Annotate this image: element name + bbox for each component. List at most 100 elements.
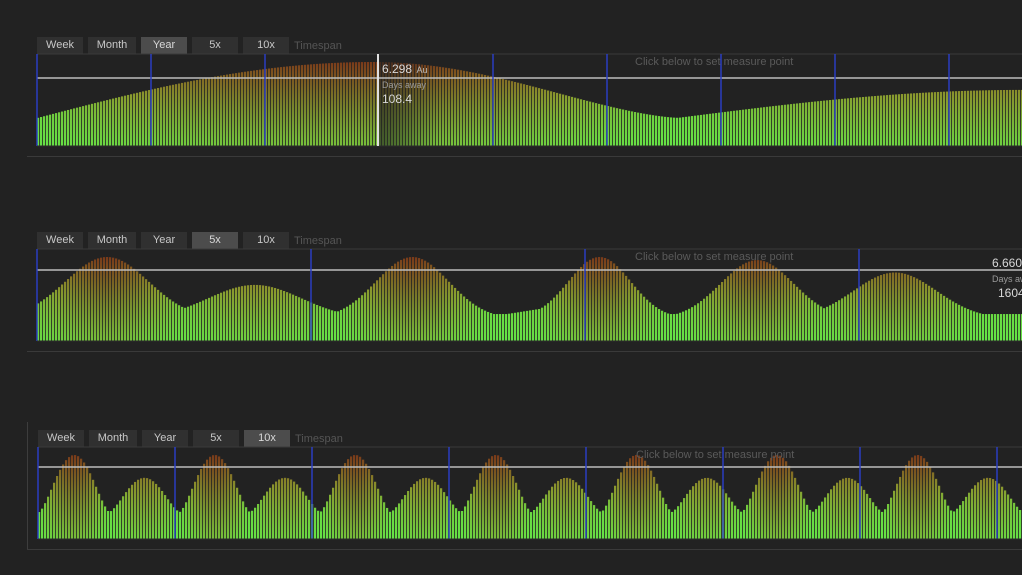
distance-bar: [58, 112, 61, 146]
distance-bar: [274, 67, 277, 146]
distance-bar: [493, 76, 496, 146]
distance-bar: [892, 272, 895, 341]
distance-bar: [319, 63, 322, 146]
distance-bar: [785, 461, 788, 539]
distance-bar: [353, 455, 356, 539]
distance-bar: [1000, 90, 1003, 146]
distance-bar: [334, 311, 337, 341]
distance-bar: [209, 456, 212, 539]
measure-readout: 6.660 Days aw 1604: [992, 254, 1022, 300]
tab-year[interactable]: Year: [142, 430, 188, 447]
tab-10x[interactable]: 10x: [244, 430, 290, 447]
distance-bar: [1015, 314, 1018, 341]
distance-bar: [124, 95, 127, 146]
distance-bar: [394, 62, 397, 146]
distance-bar: [886, 273, 889, 341]
distance-bar: [475, 73, 478, 146]
timespan-label: Timespan: [295, 432, 343, 445]
distance-bar: [775, 105, 778, 146]
distance-bar: [161, 490, 164, 539]
distance-bar: [304, 299, 307, 341]
distance-bar: [575, 482, 578, 539]
distance-bar: [80, 458, 83, 539]
panel-divider: [27, 549, 1022, 550]
distance-bar: [427, 262, 430, 341]
distance-chart-5x[interactable]: [0, 0, 1022, 360]
distance-bar: [845, 477, 848, 539]
distance-bar: [524, 503, 527, 539]
distance-bar: [967, 309, 970, 341]
distance-bar: [160, 292, 163, 341]
distance-bar: [515, 482, 518, 539]
tab-week[interactable]: Week: [37, 232, 83, 249]
distance-bar: [254, 507, 257, 539]
distance-bar: [787, 278, 790, 341]
tab-year[interactable]: Year: [141, 37, 187, 54]
distance-bar: [751, 108, 754, 146]
tab-5x[interactable]: 5x: [192, 232, 238, 249]
distance-bar: [731, 501, 734, 539]
distance-bar: [425, 477, 428, 539]
distance-bar: [736, 268, 739, 341]
distance-bar: [502, 314, 505, 341]
tab-week[interactable]: Week: [37, 37, 83, 54]
distance-bar: [47, 496, 50, 539]
distance-bar: [470, 493, 473, 539]
distance-bar: [932, 472, 935, 539]
distance-bar: [562, 94, 565, 146]
distance-bar: [871, 96, 874, 146]
distance-bar: [553, 297, 556, 341]
distance-bar: [599, 511, 602, 539]
distance-bar: [287, 478, 290, 539]
distance-bar: [940, 293, 943, 341]
distance-bar: [793, 283, 796, 341]
distance-bar: [826, 306, 829, 341]
distance-bar: [664, 312, 667, 341]
distance-bar: [220, 292, 223, 341]
tab-month[interactable]: Month: [88, 232, 136, 249]
tab-10x[interactable]: 10x: [243, 37, 289, 54]
distance-bar: [883, 95, 886, 146]
distance-bar: [913, 93, 916, 146]
distance-bar: [166, 86, 169, 146]
distance-bar: [619, 108, 622, 146]
distance-bar: [134, 481, 137, 539]
tab-5x[interactable]: 5x: [193, 430, 239, 447]
distance-bar: [971, 488, 974, 539]
distance-bar: [259, 285, 262, 341]
tab-month[interactable]: Month: [89, 430, 137, 447]
tab-5x[interactable]: 5x: [192, 37, 238, 54]
distance-bar: [187, 81, 190, 146]
distance-bar: [185, 502, 188, 539]
distance-chart-year[interactable]: [0, 0, 1022, 160]
distance-bar: [295, 295, 298, 341]
distance-bar: [55, 113, 58, 146]
distance-bar: [550, 300, 553, 341]
tab-year[interactable]: Year: [141, 232, 187, 249]
distance-bar: [70, 109, 73, 146]
distance-bar: [476, 479, 479, 539]
distance-bar: [770, 457, 773, 539]
distance-bar: [322, 63, 325, 146]
distance-bar: [775, 267, 778, 341]
distance-bar: [317, 510, 320, 539]
distance-bar: [191, 488, 194, 539]
distance-bar: [359, 456, 362, 539]
distance-bar: [811, 101, 814, 146]
distance-bar: [229, 289, 232, 341]
tab-month[interactable]: Month: [88, 37, 136, 54]
distance-bar: [301, 65, 304, 146]
distance-bar: [850, 292, 853, 341]
distance-bar: [715, 287, 718, 341]
distance-bar: [370, 62, 373, 147]
distance-bar: [77, 456, 80, 539]
distance-bar: [604, 105, 607, 146]
distance-bar: [878, 509, 881, 539]
tab-10x[interactable]: 10x: [243, 232, 289, 249]
distance-bar: [289, 66, 292, 146]
distance-bar: [556, 92, 559, 146]
tab-week[interactable]: Week: [38, 430, 84, 447]
distance-bar: [400, 62, 403, 146]
distance-bar: [461, 510, 464, 539]
